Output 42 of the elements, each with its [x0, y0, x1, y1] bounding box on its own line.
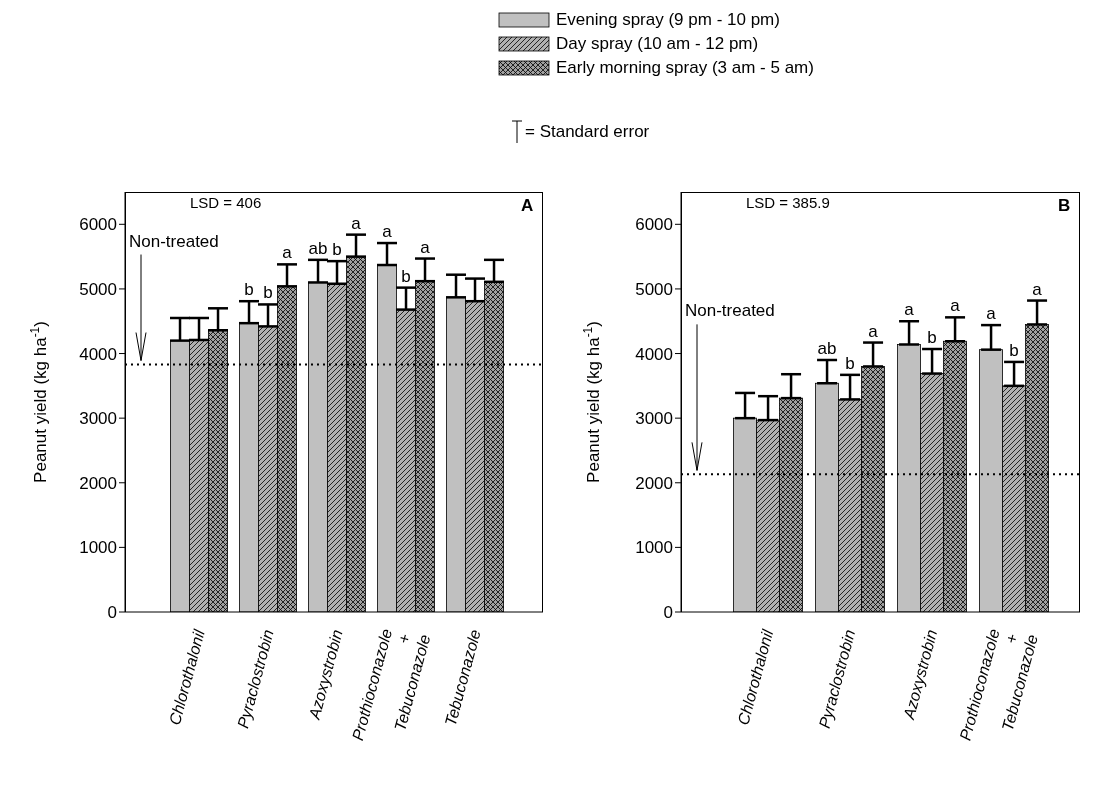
data-label: b [1009, 340, 1019, 360]
data-label: a [868, 321, 879, 341]
y-tick-label: 5000 [635, 279, 673, 299]
y-tick-label: 5000 [79, 279, 117, 299]
y-tick-label: 2000 [635, 473, 673, 493]
data-label: b [927, 328, 937, 348]
data-label: b [845, 353, 855, 373]
y-tick-label: 3000 [635, 409, 673, 429]
data-label: a [986, 304, 997, 324]
annotation: LSD = 385.9 [746, 194, 830, 211]
legend-label: Day spray (10 am - 12 pm) [556, 34, 759, 54]
ref-line-label: Non-treated [129, 231, 219, 251]
data-label: a [904, 300, 915, 320]
y-tick-label: 6000 [635, 215, 673, 235]
legend-label: Evening spray (9 pm - 10 pm) [556, 10, 780, 30]
data-label: b [401, 266, 411, 286]
data-label: a [282, 243, 293, 263]
y-tick-label: 0 [107, 603, 117, 623]
data-label: ab [308, 238, 328, 258]
data-label: b [244, 280, 254, 300]
data-label: ab [817, 339, 837, 358]
y-tick-label: 4000 [79, 344, 117, 364]
data-label: a [382, 222, 393, 242]
data-label: a [1032, 279, 1043, 299]
annotation: LSD = 406 [190, 194, 262, 211]
annotation: A [521, 196, 534, 216]
data-label: a [351, 213, 362, 233]
data-label: b [263, 283, 273, 303]
data-label: a [420, 237, 431, 257]
legend-label: Early morning spray (3 am - 5 am) [556, 58, 814, 78]
y-tick-label: 0 [663, 603, 673, 623]
y-tick-label: 4000 [635, 344, 673, 364]
text: = Standard error [525, 122, 650, 142]
data-label: b [332, 240, 342, 260]
y-tick-label: 2000 [79, 473, 117, 493]
y-tick-label: 1000 [635, 538, 673, 558]
data-label: a [950, 296, 961, 316]
ref-line-label: Non-treated [685, 301, 775, 321]
y-tick-label: 6000 [79, 215, 117, 235]
y-tick-label: 1000 [79, 538, 117, 558]
y-tick-label: 3000 [79, 409, 117, 429]
annotation: B [1058, 196, 1071, 216]
